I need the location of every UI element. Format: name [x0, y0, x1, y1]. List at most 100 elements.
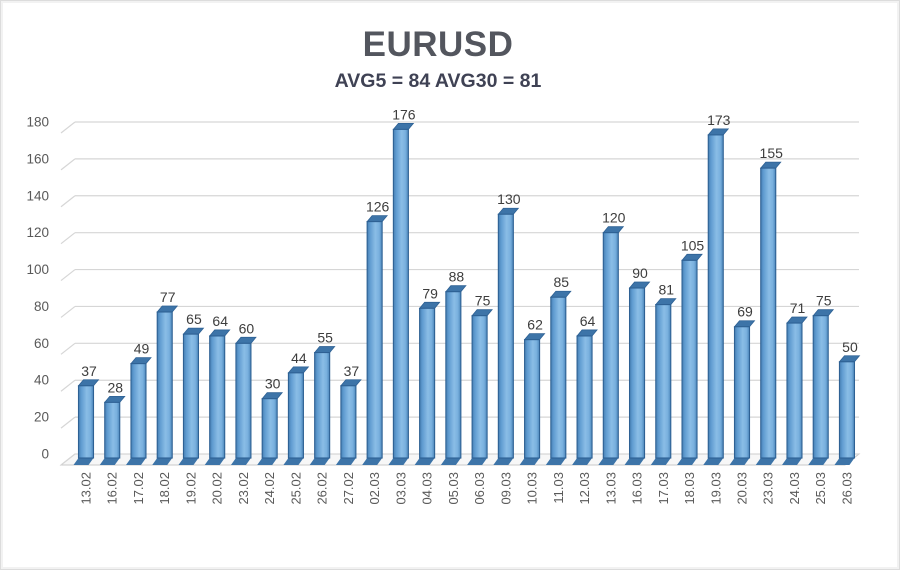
x-axis-label: 16.03	[630, 472, 645, 505]
bar-value-label: 77	[160, 289, 176, 305]
bar	[545, 290, 572, 465]
gridline-depth-tick	[60, 416, 76, 429]
bar	[493, 207, 520, 465]
gridline-depth-tick	[60, 269, 76, 282]
bar-value-label: 75	[475, 293, 491, 309]
bar-face	[471, 315, 488, 459]
bar-value-label: 37	[344, 363, 360, 379]
bar-value-label: 126	[366, 199, 390, 215]
bar	[650, 298, 677, 465]
bar-value-label: 79	[422, 285, 438, 301]
bar	[152, 305, 179, 465]
bar-top-cap	[549, 290, 572, 298]
bar-value-label: 55	[317, 330, 333, 346]
bar-value-label: 49	[134, 341, 150, 357]
bar	[703, 128, 730, 465]
bar-top-cap	[838, 355, 861, 363]
bar-value-label: 44	[291, 350, 307, 366]
gridline-depth-tick	[60, 342, 76, 355]
bar-value-label: 155	[760, 145, 784, 161]
bar-foot	[808, 458, 829, 465]
bar-face	[838, 361, 856, 459]
bar-face	[314, 352, 331, 459]
bar-face	[760, 167, 777, 459]
bar-top-cap	[130, 357, 152, 365]
bar-face	[628, 287, 646, 459]
bar-face	[340, 385, 357, 459]
bar-foot	[388, 458, 409, 465]
bar-top-cap	[812, 309, 835, 317]
bar-foot	[834, 458, 855, 465]
bar	[467, 309, 493, 465]
x-axis-label: 13.02	[79, 472, 94, 505]
bar	[572, 329, 598, 465]
bar-value-label: 30	[265, 376, 281, 392]
chart-title: EURUSD	[362, 25, 514, 64]
bar-foot	[781, 458, 802, 465]
x-axis-label: 18.02	[157, 472, 172, 505]
bar-face	[812, 315, 829, 459]
bar	[73, 379, 100, 465]
bar-face	[392, 128, 409, 459]
x-axis-label: 17.03	[656, 472, 671, 505]
bar	[729, 320, 756, 465]
bar-value-label: 64	[580, 313, 596, 329]
x-axis-label: 12.03	[577, 472, 592, 505]
bar-top-cap	[235, 336, 257, 344]
bar-value-label: 71	[790, 300, 806, 316]
x-axis-label: 03.03	[393, 472, 408, 505]
bar	[755, 161, 782, 465]
y-axis-label: 100	[26, 262, 49, 277]
bar	[388, 122, 415, 465]
bar	[309, 346, 336, 465]
bar	[178, 327, 205, 465]
bar-foot	[440, 458, 461, 465]
x-axis-label: 06.03	[472, 472, 487, 505]
x-axis-label: 05.03	[446, 472, 461, 505]
x-axis-label: 26.02	[315, 472, 330, 505]
bar-top-cap	[654, 298, 677, 306]
bar-top-cap	[103, 395, 126, 403]
bar-foot	[598, 458, 619, 465]
bar	[125, 357, 152, 465]
bar-value-label: 37	[81, 363, 97, 379]
bar	[414, 301, 441, 465]
bar-top-cap	[497, 207, 520, 215]
y-axis-label: 140	[26, 188, 49, 203]
gridline-depth-tick	[60, 195, 76, 208]
bar-face	[130, 363, 147, 459]
x-axis-label: 11.03	[551, 472, 566, 504]
y-axis-label: 160	[26, 151, 49, 166]
bar-face	[261, 398, 278, 459]
y-axis-label: 0	[41, 447, 49, 462]
bar-face	[733, 326, 751, 459]
bar-value-label: 173	[707, 112, 731, 128]
x-axis-label: 19.03	[708, 472, 723, 505]
bar-face	[681, 259, 698, 459]
bar-foot	[755, 458, 776, 465]
bar-foot	[178, 458, 199, 465]
bar-top-cap	[445, 285, 467, 293]
x-axis-label: 27.02	[341, 472, 356, 505]
x-axis-label: 16.02	[105, 472, 120, 505]
bar-foot	[230, 458, 251, 465]
bar-face	[655, 304, 672, 459]
y-axis-label: 40	[34, 373, 49, 388]
bar-face	[104, 401, 121, 459]
bar	[677, 253, 703, 465]
bar-foot	[283, 458, 304, 465]
x-axis-label: 17.02	[131, 472, 146, 505]
bar-top-cap	[182, 327, 205, 335]
bar-top-cap	[523, 333, 546, 341]
bar	[204, 329, 231, 465]
bar-top-cap	[602, 226, 625, 234]
gridline-depth-tick	[60, 158, 76, 171]
bar-foot	[545, 458, 566, 465]
x-axis-label: 25.02	[288, 472, 303, 505]
x-axis-label: 25.03	[813, 472, 828, 505]
bar-face	[602, 232, 619, 459]
bar	[440, 285, 467, 465]
bar	[99, 395, 126, 465]
bar	[362, 215, 388, 465]
